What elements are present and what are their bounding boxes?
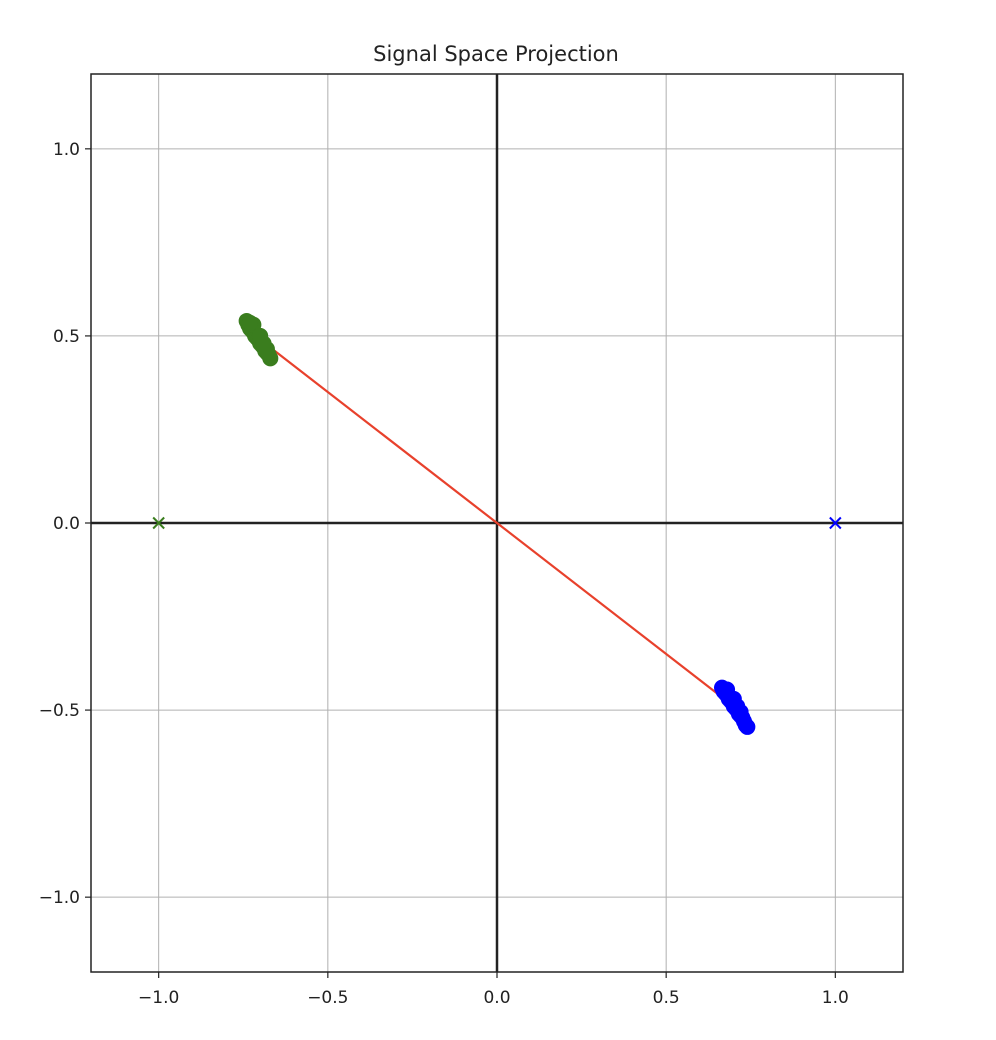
y-axis-ticks: −1.0 −0.5 0.0 0.5 1.0	[39, 140, 91, 908]
y-tick-label-3: 0.5	[53, 327, 80, 347]
y-tick-label-2: 0.0	[53, 514, 80, 534]
y-tick-label-1: −0.5	[39, 701, 80, 721]
x-tick-label-0: −1.0	[138, 988, 179, 1008]
series-lines	[259, 338, 735, 708]
x-tick-label-2: 0.0	[483, 988, 510, 1008]
data-points	[152, 312, 842, 735]
point-0-19	[242, 314, 259, 331]
point-1-18	[732, 703, 749, 720]
x-tick-label-4: 1.0	[822, 988, 849, 1008]
projection-line-0	[259, 338, 735, 708]
x-tick-label-3: 0.5	[653, 988, 680, 1008]
y-tick-label-0: −1.0	[39, 888, 80, 908]
y-tick-label-4: 1.0	[53, 140, 80, 160]
x-axis-ticks: −1.0 −0.5 0.0 0.5 1.0	[138, 972, 849, 1008]
chart-title: Signal Space Projection	[373, 42, 619, 66]
x-marker-3-0	[829, 516, 842, 530]
point-1-19	[739, 718, 756, 735]
x-marker-2-0	[152, 516, 165, 530]
point-0-18	[258, 341, 275, 358]
x-tick-label-1: −0.5	[307, 988, 348, 1008]
